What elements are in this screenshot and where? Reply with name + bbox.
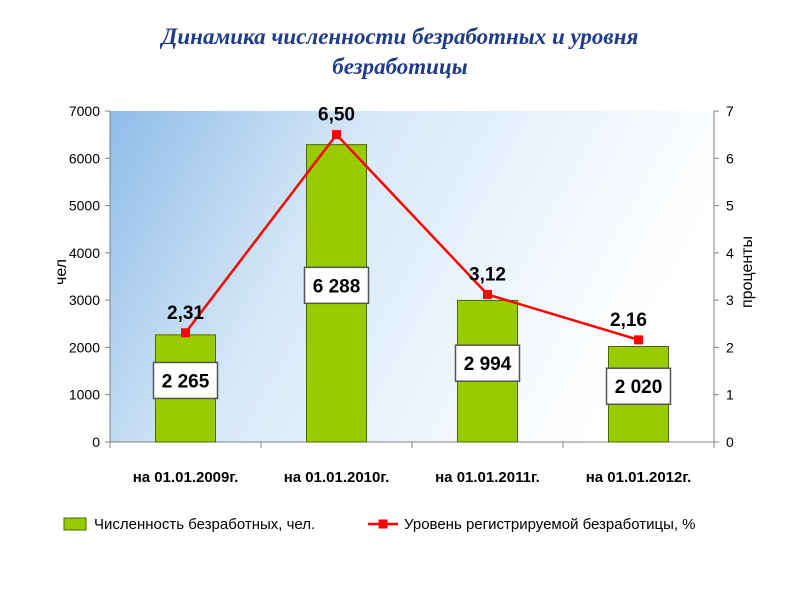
rate-line <box>184 132 639 342</box>
y-tick-label-left: 6000 <box>69 150 100 166</box>
y-tick-label-left: 4000 <box>69 245 100 261</box>
y-tick-label-right: 4 <box>726 245 734 261</box>
y-tick-label-right: 2 <box>726 339 734 355</box>
bar-label-box <box>605 367 672 405</box>
y-tick-label-left: 7000 <box>69 103 100 119</box>
x-category-label: на 01.01.2011г. <box>435 469 540 486</box>
y-tick-label-left: 5000 <box>69 198 100 214</box>
y-tick-label-left: 2000 <box>69 339 100 355</box>
rate-point <box>332 130 341 140</box>
bar-label-box <box>152 361 219 400</box>
y-tick-label-left: 0 <box>92 434 100 450</box>
bar-data-label-group: 2 994 <box>454 344 521 382</box>
y-tick-label-right: 5 <box>726 198 734 214</box>
bar-data-label-group: 2 020 <box>605 367 672 405</box>
bar-label-box <box>303 266 370 305</box>
rate-data-label: 6,50 <box>318 105 355 126</box>
y-axis-title-right: проценты <box>739 236 756 308</box>
legend-bar-label: Численность безработных, чел. <box>94 516 315 533</box>
y-axis-title-left: чел <box>53 259 70 285</box>
y-tick-label-right: 1 <box>726 387 734 403</box>
y-tick-label-left: 1000 <box>69 387 100 403</box>
bar-data-label: 6 288 <box>313 276 361 297</box>
x-category-label: на 01.01.2010г. <box>284 469 390 486</box>
rate-point <box>181 328 190 338</box>
legend-line-label: Уровень регистрируемой безработицы, % <box>404 516 696 533</box>
bar-data-label: 2 020 <box>615 377 663 398</box>
chart-title: Динамика численности безработных и уровн… <box>161 24 639 79</box>
bar-data-label-group: 2 265 <box>152 361 219 400</box>
x-category-label: на 01.01.2009г. <box>133 469 239 486</box>
y-tick-label-right: 6 <box>726 150 734 166</box>
rate-point <box>483 289 492 299</box>
y-tick-label-left: 3000 <box>69 292 100 308</box>
rate-data-label: 2,31 <box>167 303 204 324</box>
bar-data-label: 2 994 <box>464 354 512 375</box>
x-category-label: на 01.01.2012г. <box>586 469 692 486</box>
rate-data-label: 3,12 <box>469 264 506 285</box>
bar-data-label-group: 6 288 <box>303 266 370 305</box>
y-tick-label-right: 0 <box>726 434 734 450</box>
legend-bar-swatch <box>63 517 87 531</box>
bar-label-box <box>454 344 521 382</box>
bar-data-label: 2 265 <box>162 371 210 392</box>
rate-point <box>634 335 643 345</box>
legend-line-marker <box>378 519 388 529</box>
rate-data-label: 2,16 <box>610 310 647 331</box>
y-tick-label-right: 7 <box>726 103 734 119</box>
y-tick-label-right: 3 <box>726 292 734 308</box>
